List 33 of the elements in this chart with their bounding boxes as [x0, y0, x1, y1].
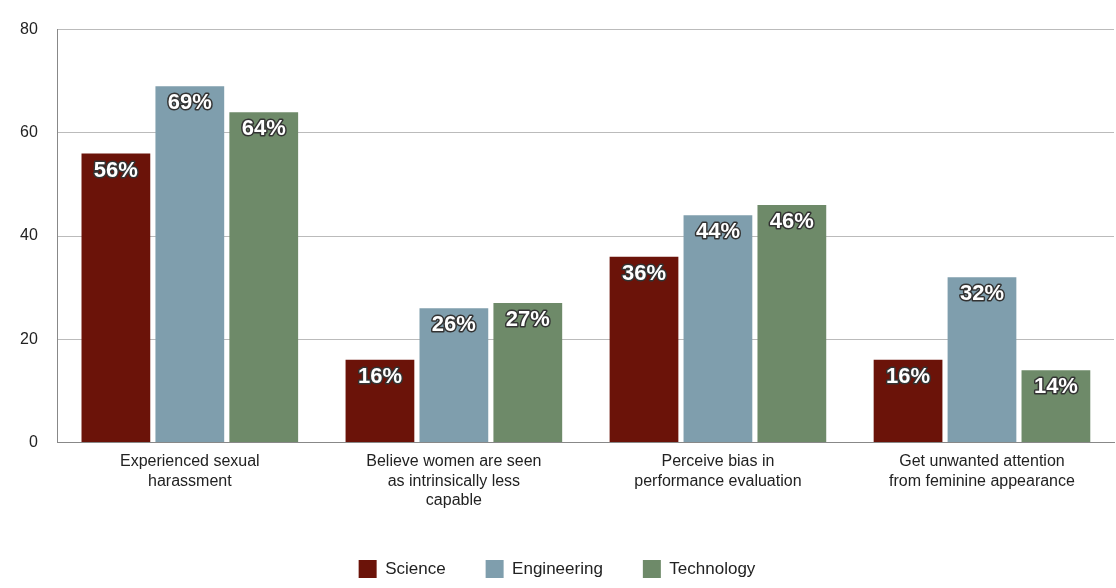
- data-label: 64%: [241, 115, 286, 141]
- data-label: 44%: [695, 218, 740, 244]
- y-tick-label: 40: [20, 226, 38, 244]
- data-label: 56%: [93, 156, 138, 182]
- bar: [493, 303, 563, 442]
- data-label: 16%: [886, 362, 931, 388]
- legend-label: Technology: [669, 558, 756, 578]
- legend-label: Science: [385, 558, 446, 578]
- data-label: 27%: [505, 306, 550, 332]
- bar: [609, 256, 679, 442]
- bar: [229, 112, 299, 442]
- data-label: 46%: [769, 208, 814, 234]
- x-tick-label: Experienced sexual harassment: [120, 452, 260, 489]
- data-label: 36%: [621, 259, 667, 285]
- bar: [683, 215, 753, 442]
- x-tick-label: Believe women are seen as intrinsically less capable: [366, 452, 542, 508]
- x-tick-label: Get unwanted attention from feminine appearance: [889, 452, 1076, 489]
- legend-label: Engineering: [512, 558, 603, 578]
- bar: [757, 205, 827, 442]
- bar: [947, 277, 1017, 442]
- data-label: 32%: [959, 280, 1004, 306]
- x-tick-label: Perceive bias in performance evaluation: [634, 452, 802, 489]
- data-label: 69%: [167, 89, 212, 115]
- bar: [155, 86, 225, 442]
- data-label: 16%: [357, 362, 402, 388]
- bar: [419, 308, 489, 442]
- bar: [81, 153, 151, 442]
- y-tick-label: 60: [20, 123, 38, 141]
- y-tick-label: 0: [28, 432, 38, 450]
- y-tick-label: 80: [20, 20, 38, 38]
- data-label: 26%: [431, 311, 476, 337]
- y-tick-label: 20: [20, 329, 38, 347]
- data-label: 14%: [1033, 373, 1078, 399]
